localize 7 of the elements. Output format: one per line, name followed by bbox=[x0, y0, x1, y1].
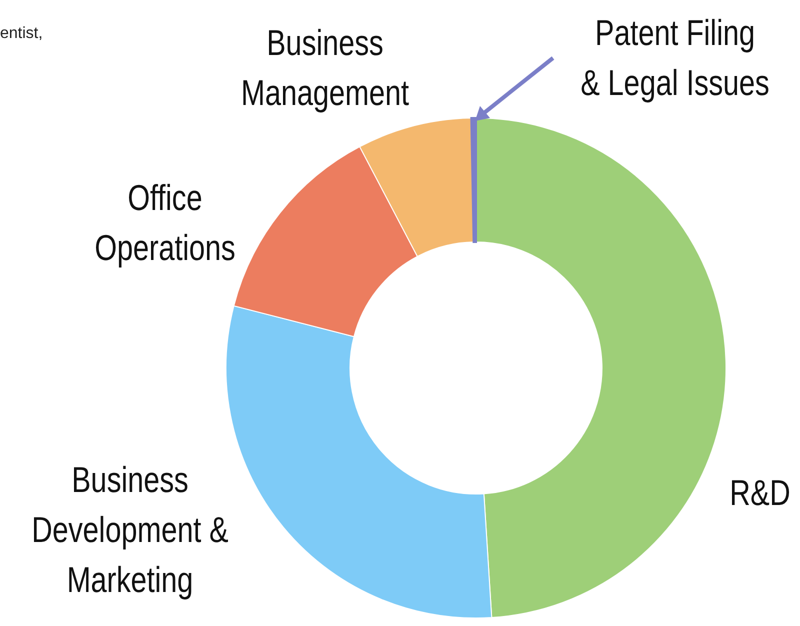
slice-label: Office Operations bbox=[94, 176, 236, 268]
slice-label: R&D bbox=[730, 472, 790, 513]
slice-label: Business Development & Marketing bbox=[32, 458, 229, 600]
text: entist, bbox=[0, 25, 43, 42]
slice-label: Patent Filing & Legal Issues bbox=[580, 12, 770, 103]
slice-label: Business Management bbox=[241, 22, 409, 113]
donut-slice bbox=[470, 117, 477, 244]
